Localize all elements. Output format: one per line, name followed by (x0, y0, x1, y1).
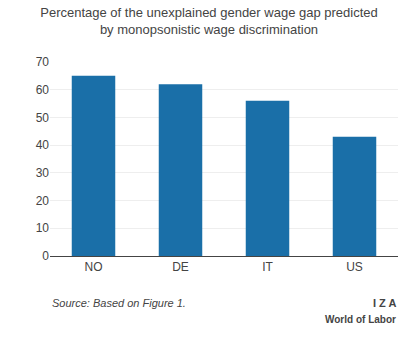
svg-text:NO: NO (85, 260, 103, 274)
svg-text:70: 70 (36, 55, 50, 69)
svg-text:20: 20 (36, 194, 50, 208)
svg-text:World of Labor: World of Labor (325, 314, 396, 325)
svg-text:DE: DE (172, 260, 189, 274)
svg-text:10: 10 (36, 221, 50, 235)
svg-text:I Z A: I Z A (373, 297, 396, 309)
svg-text:40: 40 (36, 138, 50, 152)
svg-text:Percentage of the unexplained: Percentage of the unexplained gender wag… (40, 5, 378, 37)
svg-text:US: US (346, 260, 363, 274)
svg-text:0: 0 (42, 249, 49, 263)
svg-text:30: 30 (36, 166, 50, 180)
svg-text:50: 50 (36, 111, 50, 125)
svg-text:IT: IT (262, 260, 273, 274)
svg-text:60: 60 (36, 83, 50, 97)
svg-text:Source: Based on Figure 1.: Source: Based on Figure 1. (52, 297, 186, 309)
